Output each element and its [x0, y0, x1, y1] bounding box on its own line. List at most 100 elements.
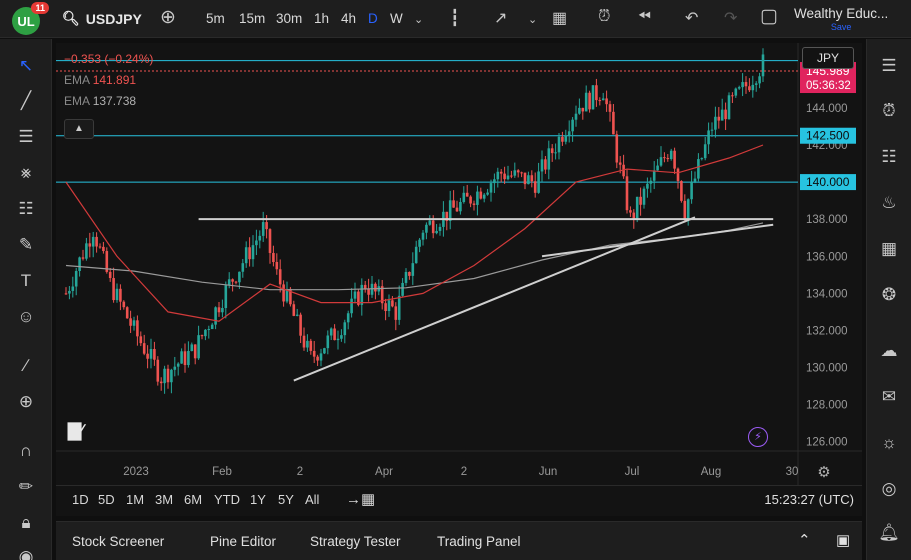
candle-body[interactable]	[615, 134, 619, 163]
candle-body[interactable]	[190, 344, 194, 351]
watchlist-icon[interactable]: ☰	[881, 56, 897, 75]
range-6m[interactable]: 6M	[184, 492, 203, 507]
candle-body[interactable]	[95, 236, 98, 247]
candle-body[interactable]	[156, 359, 160, 382]
candle-body[interactable]	[720, 109, 724, 121]
candle-body[interactable]	[710, 129, 714, 131]
alarm-clock-icon[interactable]: ⏰︎	[882, 101, 896, 120]
candle-body[interactable]	[163, 368, 166, 384]
candle-body[interactable]	[146, 353, 149, 359]
candle-body[interactable]	[544, 159, 547, 170]
candle-body[interactable]	[312, 350, 316, 357]
candle-body[interactable]	[550, 148, 554, 154]
candle-body[interactable]	[81, 257, 85, 259]
candle-body[interactable]	[754, 83, 758, 85]
candle-body[interactable]	[506, 175, 510, 180]
candle-body[interactable]	[176, 363, 180, 367]
candle-body[interactable]	[493, 179, 496, 184]
range-5y[interactable]: 5Y	[278, 492, 294, 507]
candle-body[interactable]	[632, 212, 636, 219]
candle-body[interactable]	[574, 113, 578, 120]
candle-body[interactable]	[278, 269, 282, 285]
candle-body[interactable]	[428, 220, 432, 225]
undo-icon[interactable]: ↶	[685, 10, 699, 27]
candle-body[interactable]	[166, 368, 170, 383]
candle-body[interactable]	[567, 131, 571, 136]
candle-body[interactable]	[527, 175, 530, 185]
candle-body[interactable]	[88, 243, 92, 247]
lock-icon[interactable]: 🔒︎	[21, 513, 31, 532]
candle-body[interactable]	[221, 308, 224, 313]
candle-body[interactable]	[224, 285, 228, 309]
candle-body[interactable]	[207, 329, 211, 331]
collapse-legend-button[interactable]: ▲	[64, 119, 94, 139]
candle-body[interactable]	[516, 170, 520, 173]
ideas-bulb-icon[interactable]: ❂	[881, 285, 897, 304]
candle-body[interactable]	[71, 286, 75, 291]
candle-body[interactable]	[102, 246, 105, 252]
candle-body[interactable]	[761, 54, 765, 77]
trendline-drawing[interactable]	[293, 216, 696, 382]
candle-body[interactable]	[183, 351, 187, 366]
candle-body[interactable]	[323, 348, 326, 354]
currency-button[interactable]: JPY	[802, 47, 854, 69]
candle-body[interactable]	[108, 271, 112, 279]
candle-body[interactable]	[98, 246, 102, 248]
candle-body[interactable]	[367, 289, 370, 295]
candle-body[interactable]	[639, 196, 642, 205]
candle-body[interactable]	[299, 314, 302, 336]
chevron-up-icon[interactable]: ⌃	[798, 532, 811, 549]
candle-body[interactable]	[244, 247, 248, 264]
candle-body[interactable]	[333, 328, 336, 341]
tab-strategy-tester[interactable]: Strategy Tester	[310, 534, 401, 549]
range-all[interactable]: All	[305, 492, 320, 507]
candle-body[interactable]	[459, 202, 462, 212]
candle-body[interactable]	[353, 291, 357, 299]
candle-body[interactable]	[731, 95, 734, 97]
candle-body[interactable]	[119, 288, 122, 302]
candle-body[interactable]	[289, 288, 292, 305]
horizontal-lines-icon[interactable]: ☰	[18, 127, 34, 146]
redo-icon[interactable]: ↷	[724, 10, 738, 27]
candle-body[interactable]	[482, 194, 486, 199]
candle-body[interactable]	[683, 200, 687, 219]
add-compare-icon[interactable]: ⊕	[160, 7, 176, 28]
fib-icon[interactable]: ☷	[18, 199, 34, 218]
candle-body[interactable]	[707, 130, 710, 145]
candle-body[interactable]	[588, 92, 591, 110]
brush-icon[interactable]: ✎	[18, 235, 34, 254]
candle-body[interactable]	[690, 181, 693, 200]
price-chart[interactable]: 146.550144.000142.000140.000138.000136.0…	[56, 43, 862, 485]
timeframe-5m[interactable]: 5m	[206, 11, 225, 26]
alert-clock-icon[interactable]: ⏰︎	[598, 8, 611, 25]
candle-body[interactable]	[251, 245, 255, 260]
candle-body[interactable]	[649, 180, 653, 184]
range-3m[interactable]: 3M	[155, 492, 174, 507]
ruler-icon[interactable]: ∕	[24, 356, 28, 375]
candle-body[interactable]	[404, 271, 408, 283]
candle-body[interactable]	[557, 136, 561, 153]
candle-body[interactable]	[265, 222, 268, 230]
candle-body[interactable]	[268, 229, 272, 253]
candle-body[interactable]	[510, 175, 513, 177]
candle-body[interactable]	[418, 239, 421, 247]
candle-body[interactable]	[734, 88, 738, 96]
candle-body[interactable]	[136, 320, 139, 337]
candle-body[interactable]	[448, 200, 452, 221]
candle-body[interactable]	[380, 286, 384, 304]
candle-body[interactable]	[737, 87, 741, 89]
candle-body[interactable]	[91, 236, 95, 247]
trendline-icon[interactable]: ╱	[20, 91, 32, 110]
candle-body[interactable]	[340, 335, 343, 339]
candle-body[interactable]	[139, 336, 143, 344]
candle-body[interactable]	[629, 210, 632, 213]
candle-body[interactable]	[295, 314, 299, 316]
lock-drawing-icon[interactable]: ✏	[18, 477, 34, 496]
candle-body[interactable]	[363, 284, 367, 290]
candle-body[interactable]	[537, 171, 540, 193]
candle-body[interactable]	[149, 349, 153, 359]
candle-body[interactable]	[231, 279, 234, 282]
candle-body[interactable]	[578, 107, 581, 114]
candle-body[interactable]	[132, 320, 136, 326]
candle-body[interactable]	[411, 263, 415, 276]
